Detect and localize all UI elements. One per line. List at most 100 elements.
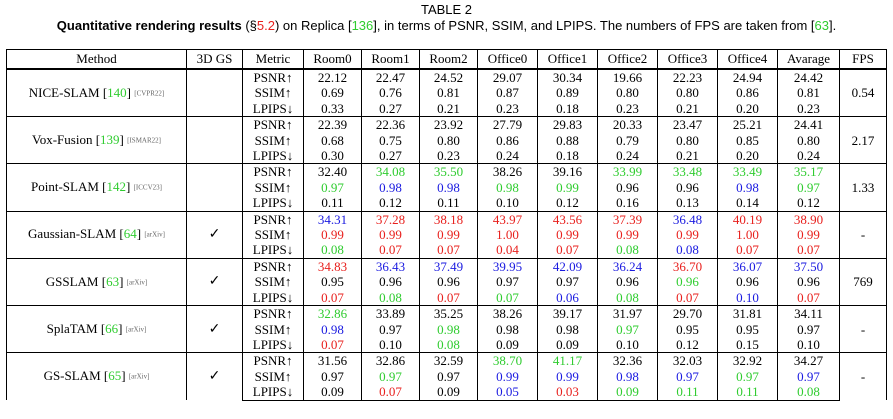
value-cell: 0.08 [657,242,718,259]
metric-label: LPIPS↓ [242,242,304,259]
value-cell: 0.23 [477,100,538,118]
value-cell: 0.98 [477,321,538,337]
gs-check-cell [186,116,243,164]
value-cell: 0.27 [361,100,420,118]
method-name: Point-SLAM [31,179,99,195]
header-3dgs: 3D GS [186,49,243,70]
value-cell: 0.09 [419,384,478,401]
metric-label: SSIM↑ [242,179,304,196]
value-cell: 0.14 [717,195,778,212]
table-caption: Quantitative rendering results (§5.2) on… [0,17,893,34]
table-row: SSIM↑ 0.98 0.97 0.98 0.98 0.98 0.97 0.95 0.95 0.9… [7,321,887,337]
value-cell: 0.98 [717,179,778,196]
value-cell: 0.80 [657,85,718,101]
bracket: [ [116,226,124,242]
value-cell: 33.89 [361,305,420,322]
fps-cell: 0.54 [839,68,887,117]
value-cell: 0.12 [537,195,598,212]
value-cell: 33.99 [597,163,658,180]
value-cell: 0.80 [597,85,658,101]
value-cell: 0.86 [717,85,778,101]
header-room2: Room2 [419,49,478,70]
value-cell: 0.12 [361,195,420,212]
value-cell: 0.24 [777,148,840,165]
caption-fps-citation[interactable]: 63 [814,18,829,33]
value-cell: 32.36 [597,352,658,369]
method-venue: [arXiv] [125,325,147,334]
header-row: Method 3D GS Metric Room0 Room1 Room2 Of… [6,49,887,70]
gs-check-cell: ✓ [186,257,243,306]
method-citation[interactable]: 66 [105,320,119,336]
value-cell: 0.81 [777,85,840,101]
value-cell: 31.97 [597,305,658,322]
method-name: GSSLAM [45,273,99,289]
header-average: Avarage [777,49,840,70]
bracket: [ [97,320,106,336]
metric-label: LPIPS↓ [242,289,304,307]
value-cell: 0.10 [777,336,840,354]
value-cell: 0.18 [537,100,598,118]
table-row: SSIM↑ 0.97 0.97 0.97 0.99 0.99 0.98 0.97 0.97 0.9… [7,368,887,385]
header-room1: Room1 [361,49,420,70]
value-cell: 0.12 [777,195,840,212]
metric-label: LPIPS↓ [242,384,304,401]
caption-section-link[interactable]: 5.2 [256,18,275,33]
method-citation[interactable]: 140 [107,84,127,100]
value-cell: 38.90 [777,210,840,228]
value-cell: 33.49 [717,163,778,180]
value-cell: 37.28 [361,210,420,228]
value-cell: 0.96 [657,274,718,290]
value-cell: 37.50 [777,257,840,275]
value-cell: 22.39 [303,116,362,133]
method-venue: [arXiv] [126,277,148,286]
value-cell: 0.99 [537,368,598,385]
table-number: TABLE 2 [420,2,473,17]
bracket: [ [100,368,109,384]
method-citation[interactable]: 65 [108,368,122,384]
value-cell: 25.21 [717,116,778,133]
value-cell: 0.23 [597,100,658,118]
value-cell: 24.94 [717,68,778,86]
method-citation[interactable]: 64 [123,226,137,242]
value-cell: 0.18 [537,148,598,165]
value-cell: 0.07 [419,242,478,259]
value-cell: 43.97 [477,210,538,228]
table-row: SSIM↑ 0.69 0.76 0.81 0.87 0.89 0.80 0.80 0.86 0.8… [7,85,887,101]
header-office0: Office0 [477,49,538,70]
value-cell: 24.41 [777,116,840,133]
value-cell: 0.07 [419,289,478,307]
value-cell: 0.95 [303,274,362,290]
method-name-cell: GSSLAM [63] [arXiv] [6,257,187,306]
method-citation[interactable]: 63 [106,273,120,289]
value-cell: 22.23 [657,68,718,86]
value-cell: 35.50 [419,163,478,180]
value-cell: 38.26 [477,163,538,180]
fps-cell: - [839,352,887,401]
method-citation[interactable]: 142 [106,179,127,195]
value-cell: 32.86 [303,305,362,322]
value-cell: 30.34 [537,68,598,86]
value-cell: 0.07 [361,242,420,259]
value-cell: 0.86 [477,132,538,149]
metric-label: PSNR↑ [242,210,304,228]
value-cell: 0.10 [717,289,778,307]
value-cell: 0.24 [597,148,658,165]
value-cell: 0.99 [657,227,718,243]
fps-cell: - [839,210,887,259]
value-cell: 0.08 [597,242,658,259]
value-cell: 0.97 [303,368,362,385]
value-cell: 0.69 [303,85,362,101]
header-method: Method [6,49,187,70]
value-cell: 0.68 [303,132,362,149]
value-cell: 27.79 [477,116,538,133]
value-cell: 0.96 [597,179,658,196]
value-cell: 0.30 [303,148,362,165]
value-cell: 0.07 [537,242,598,259]
value-cell: 0.98 [419,321,478,337]
method-citation[interactable]: 139 [100,131,120,147]
caption-replica-citation[interactable]: 136 [351,18,374,33]
value-cell: 29.83 [537,116,598,133]
value-cell: 0.33 [303,100,362,118]
value-cell: 0.97 [777,321,840,337]
value-cell: 32.40 [303,163,362,180]
